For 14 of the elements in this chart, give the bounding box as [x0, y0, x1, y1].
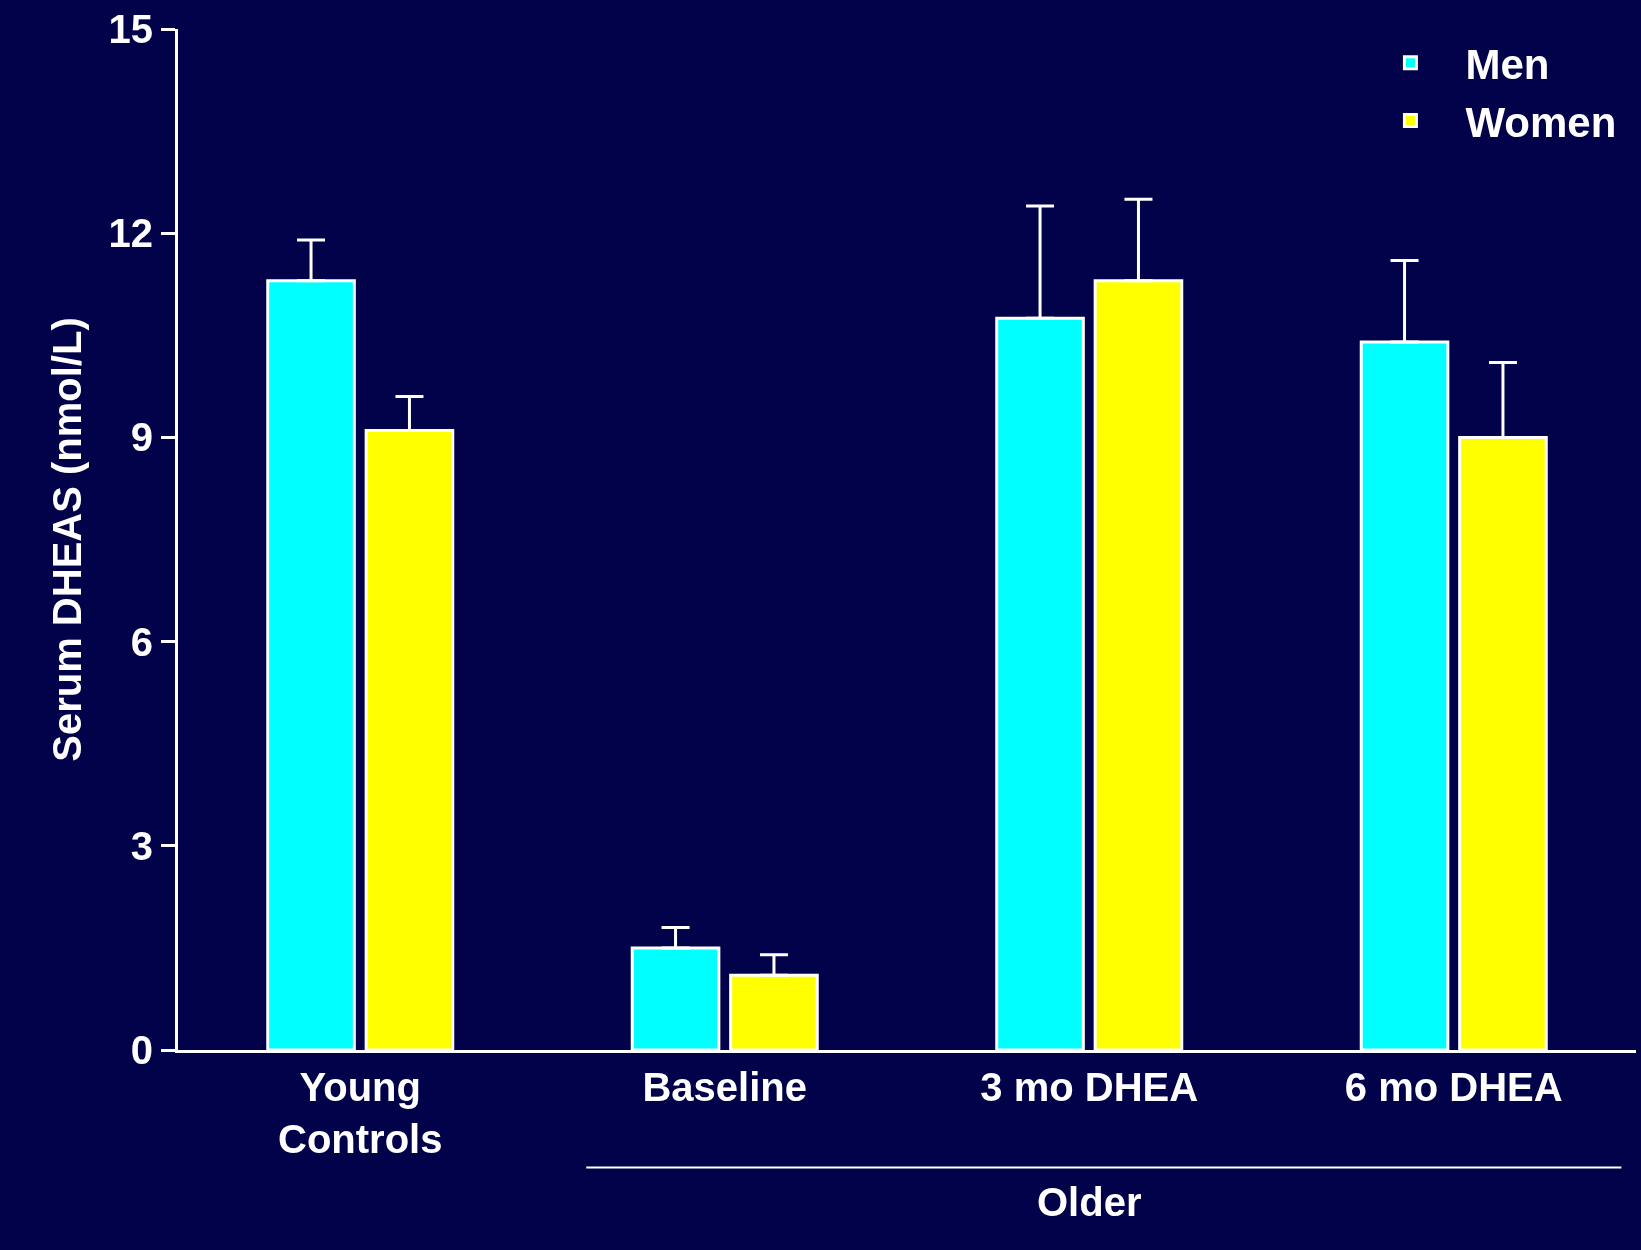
y-tick-label: 12 [108, 211, 153, 256]
legend-label: Men [1465, 41, 1550, 89]
y-tick-label: 15 [108, 7, 153, 51]
y-axis-title: Serum DHEAS (nmol/L) [45, 317, 89, 762]
legend-label: Women [1465, 98, 1617, 146]
y-tick-label: 3 [130, 823, 153, 868]
x-tick-label: Baseline [642, 1065, 808, 1109]
y-tick-label: 6 [130, 619, 153, 664]
x-tick-label: 6 mo DHEA [1344, 1065, 1563, 1109]
x-tick-label: 3 mo DHEA [980, 1065, 1199, 1109]
text: Older [1037, 1180, 1142, 1224]
y-tick-label: 0 [130, 1028, 153, 1072]
x-tick-label: Young Controls [278, 1065, 443, 1161]
y-tick-label: 9 [130, 415, 153, 460]
